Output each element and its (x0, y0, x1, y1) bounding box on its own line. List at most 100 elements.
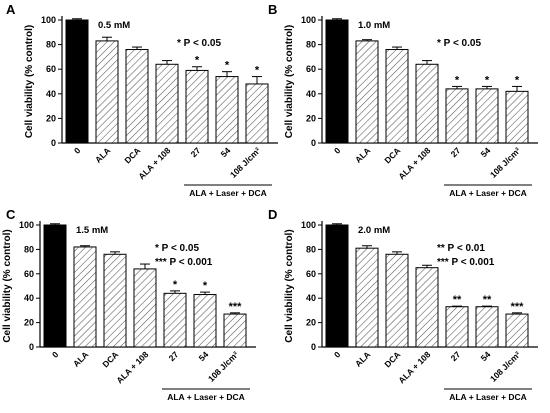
x-tick-label: ALA + 108 (136, 145, 172, 181)
x-tick-label: 0 (332, 349, 343, 360)
y-axis-label: Cell viability (% control) (2, 229, 13, 342)
y-axis-label: Cell viability (% control) (24, 25, 35, 138)
significance-stars: *** (511, 301, 525, 313)
group-label: ALA + Laser + DCA (449, 392, 527, 402)
y-tick-label: 20 (306, 113, 316, 123)
y-tick-label: 20 (46, 113, 56, 123)
x-tick-label: 108 J/cm² (488, 349, 523, 384)
significance-stars: ** (483, 294, 492, 306)
y-tick-label: 40 (306, 89, 316, 99)
bar (385, 253, 409, 348)
x-tick-label: 108 J/cm² (206, 349, 241, 384)
significance-stars: * (195, 55, 200, 67)
y-tick-label: 40 (24, 293, 34, 303)
x-tick-label: 27 (449, 349, 463, 363)
x-tick-label: DCA (382, 349, 402, 369)
x-tick-label: 0 (50, 349, 61, 360)
bar (43, 224, 67, 348)
significance-stars: * (173, 279, 178, 291)
bar (385, 49, 409, 144)
y-axis-label: Cell viability (% control) (284, 229, 295, 342)
significance-stars: ** (453, 294, 462, 306)
bar (185, 69, 209, 144)
bar (155, 63, 179, 144)
x-tick-label: DCA (382, 145, 402, 165)
y-tick-label: 20 (24, 318, 34, 328)
y-tick-label: 0 (29, 342, 34, 352)
panel-label: A (6, 2, 16, 17)
bar (415, 63, 439, 144)
x-tick-label: 27 (449, 145, 463, 159)
y-tick-label: 100 (301, 15, 316, 25)
x-tick-label: ALA (353, 349, 372, 368)
bar (73, 246, 97, 348)
bar (445, 306, 469, 348)
x-tick-label: ALA (71, 349, 90, 368)
significance-stars: * (255, 65, 260, 77)
x-tick-label: 0 (72, 145, 83, 156)
x-tick-label: ALA (93, 145, 112, 164)
y-tick-label: 60 (24, 269, 34, 279)
bar (475, 306, 499, 348)
y-tick-label: 100 (41, 15, 56, 25)
significance-annotation: *** P < 0.001 (155, 257, 213, 268)
y-tick-label: 80 (306, 244, 316, 254)
y-tick-label: 0 (51, 138, 56, 148)
y-tick-label: 60 (306, 64, 316, 74)
bar (355, 40, 379, 144)
bar (505, 313, 529, 348)
significance-stars: * (455, 74, 460, 86)
y-tick-label: 20 (306, 318, 316, 328)
bar (325, 224, 349, 348)
x-tick-label: ALA + 108 (114, 349, 150, 385)
x-tick-label: 54 (197, 349, 211, 363)
x-tick-label: 27 (189, 145, 203, 159)
bar (163, 292, 187, 348)
y-tick-label: 80 (306, 40, 316, 50)
x-tick-label: 54 (479, 349, 493, 363)
x-tick-label: 108 J/cm² (228, 145, 263, 180)
y-tick-label: 60 (306, 269, 316, 279)
y-tick-label: 80 (24, 244, 34, 254)
bar (445, 88, 469, 144)
bar (103, 253, 127, 348)
x-tick-label: 0 (332, 145, 343, 156)
x-tick-label: ALA + 108 (396, 145, 432, 181)
y-tick-label: 100 (301, 220, 316, 230)
x-tick-label: DCA (122, 145, 142, 165)
concentration-label: 1.0 mM (358, 20, 390, 31)
significance-annotation: *** P < 0.001 (437, 257, 495, 268)
bar (215, 76, 239, 144)
panel-label: B (268, 2, 277, 17)
bar (223, 313, 247, 348)
x-tick-label: 108 J/cm² (488, 145, 523, 180)
concentration-label: 1.5 mM (76, 225, 108, 236)
bar (415, 267, 439, 348)
x-tick-label: 54 (479, 145, 493, 159)
significance-stars: * (225, 60, 230, 72)
y-axis-label: Cell viability (% control) (284, 25, 295, 138)
y-tick-label: 40 (306, 293, 316, 303)
concentration-label: 0.5 mM (98, 20, 130, 31)
y-tick-label: 40 (46, 89, 56, 99)
significance-annotation: ** P < 0.01 (437, 243, 485, 254)
bar (505, 90, 529, 144)
x-tick-label: ALA (353, 145, 372, 164)
bar (193, 294, 217, 348)
bar (245, 83, 269, 144)
bar (325, 19, 349, 144)
y-tick-label: 100 (19, 220, 34, 230)
group-label: ALA + Laser + DCA (167, 392, 245, 402)
group-label: ALA + Laser + DCA (189, 188, 267, 198)
significance-annotation: * P < 0.05 (177, 38, 221, 49)
bar (95, 40, 119, 144)
panel-label: D (268, 207, 277, 222)
bar (125, 49, 149, 144)
y-tick-label: 80 (46, 40, 56, 50)
x-tick-label: DCA (100, 349, 120, 369)
bar (65, 19, 89, 144)
significance-stars: * (515, 74, 520, 86)
y-tick-label: 0 (311, 138, 316, 148)
y-tick-label: 60 (46, 64, 56, 74)
